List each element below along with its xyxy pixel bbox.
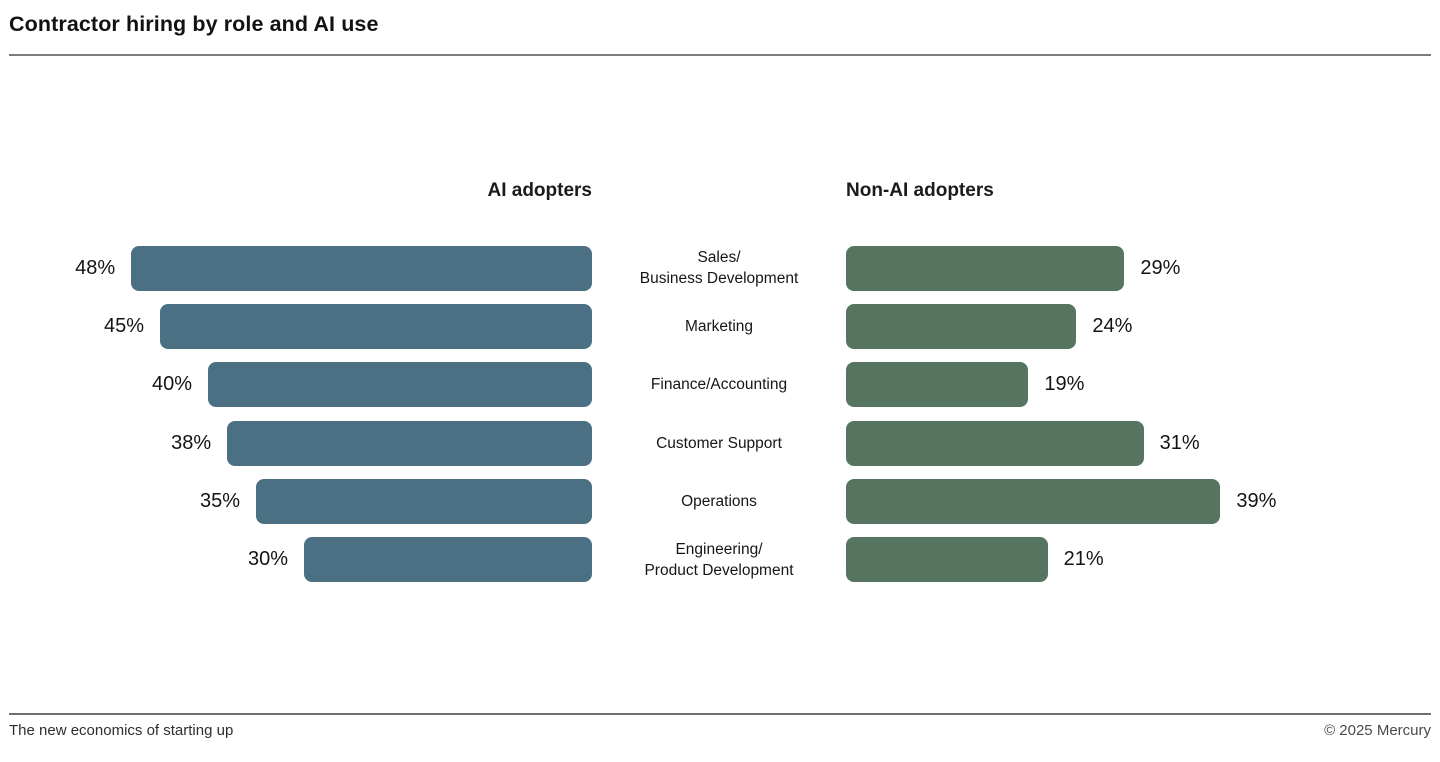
non-ai-adopters-header: Non-AI adopters: [846, 180, 994, 201]
non-ai-bar: [846, 478, 1221, 524]
non-ai-value-label: 24%: [1092, 314, 1133, 337]
category-label: Operations: [681, 492, 757, 510]
non-ai-value-label: 21%: [1063, 548, 1104, 571]
ai-value-label: 35%: [199, 489, 240, 512]
ai-bar: [208, 362, 592, 408]
category-label: Marketing: [684, 317, 754, 335]
ai-bar: [160, 303, 592, 349]
non-ai-bar: [846, 420, 1144, 466]
bar-chart: 48% Sales/Business Development 29% 45% Marke…: [0, 239, 1440, 589]
ai-value-label: 48%: [75, 256, 116, 279]
ai-value-label: 30%: [247, 548, 288, 571]
category-label: Sales/Business Development: [639, 249, 799, 288]
non-ai-value-label: 29%: [1140, 256, 1181, 279]
chart-row: 48% Sales/Business Development 29%: [0, 239, 1440, 297]
chart-row: 35% Operations 39%: [0, 472, 1440, 530]
footer-caption: The new economics of starting up: [9, 722, 234, 739]
chart-row: 30% Engineering/Product Development 21%: [0, 530, 1440, 588]
category-label: Finance/Accounting: [650, 376, 788, 394]
chart-row: 38% Customer Support 31%: [0, 414, 1440, 472]
ai-value-label: 38%: [171, 431, 212, 454]
ai-bar: [304, 537, 592, 583]
non-ai-bar: [846, 303, 1077, 349]
ai-value-label: 40%: [151, 373, 192, 396]
chart-row: 45% Marketing 24%: [0, 297, 1440, 355]
footer: The new economics of starting up © 2025 …: [9, 722, 1431, 739]
category-label: Engineering/Product Development: [644, 540, 794, 579]
ai-bar: [227, 420, 592, 466]
non-ai-value-label: 31%: [1159, 431, 1200, 454]
series-headers: AI adopters Non-AI adopters: [0, 180, 1440, 202]
footer-copyright: © 2025 Mercury: [1324, 722, 1431, 739]
non-ai-bar: [846, 362, 1029, 408]
non-ai-bar: [846, 245, 1125, 291]
ai-bar: [256, 478, 592, 524]
non-ai-value-label: 39%: [1236, 489, 1277, 512]
non-ai-value-label: 19%: [1044, 373, 1085, 396]
ai-bar: [131, 245, 592, 291]
non-ai-bar: [846, 537, 1048, 583]
title-divider: [9, 54, 1431, 56]
ai-value-label: 45%: [103, 314, 144, 337]
ai-adopters-header: AI adopters: [487, 180, 592, 201]
page-title: Contractor hiring by role and AI use: [9, 12, 379, 36]
footer-divider: [9, 713, 1431, 715]
chart-row: 40% Finance/Accounting 19%: [0, 356, 1440, 414]
category-label: Customer Support: [656, 434, 782, 452]
